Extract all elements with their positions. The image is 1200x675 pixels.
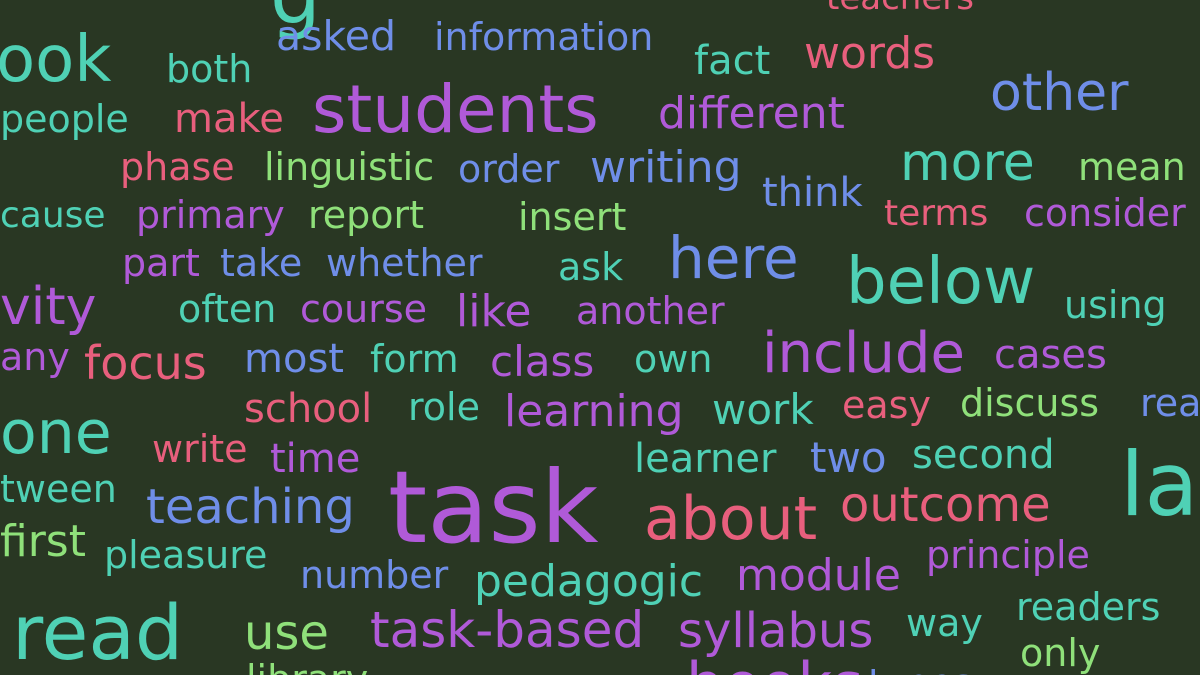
word-think: think <box>762 170 863 216</box>
word-asked: asked <box>276 12 397 60</box>
word-learner: learner <box>634 436 777 482</box>
word-rea: rea <box>1140 381 1200 425</box>
word-teachers: teachers <box>826 0 974 15</box>
word-take: take <box>220 241 303 285</box>
word-both: both <box>166 47 253 91</box>
word-ask: ask <box>558 245 624 289</box>
word-words: words <box>804 28 936 79</box>
word-task-based: task-based <box>370 601 645 659</box>
word-pedagogic: pedagogic <box>474 556 704 607</box>
word-time: time <box>270 436 361 482</box>
word-linguistic: linguistic <box>264 145 435 189</box>
word-syllabus: syllabus <box>678 603 874 659</box>
word-class: class <box>490 337 595 386</box>
word-often: often <box>178 287 277 331</box>
word-fact: fact <box>694 38 771 84</box>
word-readers: readers <box>1016 585 1161 629</box>
word-tween: tween <box>0 467 117 511</box>
word-pleasure: pleasure <box>104 533 268 577</box>
word-focus: focus <box>84 336 207 390</box>
word-cause: cause <box>0 195 106 236</box>
word-make: make <box>174 96 284 142</box>
word-like: like <box>456 286 532 337</box>
word-order: order <box>458 147 560 191</box>
word-way: way <box>906 601 983 645</box>
word-primary: primary <box>136 193 285 237</box>
word-second: second <box>912 432 1055 478</box>
word-easy: easy <box>842 383 931 427</box>
word-course: course <box>300 287 428 331</box>
word-write: write <box>152 427 248 471</box>
word-more: more <box>900 133 1035 193</box>
word-role: role <box>408 385 480 429</box>
word-form: form <box>370 337 459 381</box>
word-consider: consider <box>1024 191 1186 235</box>
word-students: students <box>312 71 599 148</box>
word-g: g <box>270 0 321 36</box>
word-first: first <box>0 516 86 567</box>
word-most: most <box>244 336 344 382</box>
word-outcome: outcome <box>840 477 1051 533</box>
word-people: people <box>0 97 129 141</box>
word-work: work <box>712 385 814 434</box>
word-vity: vity <box>0 277 97 337</box>
word-using: using <box>1064 283 1167 327</box>
word-include: include <box>762 321 965 386</box>
word-teaching: teaching <box>146 479 355 535</box>
word-types: types <box>868 664 973 675</box>
word-insert: insert <box>518 195 627 239</box>
word-part: part <box>122 241 200 285</box>
word-here: here <box>668 224 799 292</box>
word-only: only <box>1020 631 1101 675</box>
word-books: books <box>686 655 864 675</box>
word-learning: learning <box>504 386 684 437</box>
word-use: use <box>244 605 329 661</box>
word-module: module <box>736 550 901 601</box>
word-number: number <box>300 553 449 597</box>
word-any: any <box>0 335 70 379</box>
word-different: different <box>658 88 845 139</box>
word-ook: ook <box>0 23 112 97</box>
word-discuss: discuss <box>960 381 1100 425</box>
word-about: about <box>644 484 818 554</box>
word-la: la <box>1120 433 1199 536</box>
word-below: below <box>846 245 1036 319</box>
word-own: own <box>634 337 713 381</box>
word-cases: cases <box>994 332 1107 378</box>
word-one: one <box>0 398 112 468</box>
word-whether: whether <box>326 241 483 285</box>
word-report: report <box>308 193 425 237</box>
word-principle: principle <box>926 533 1090 577</box>
word-school: school <box>244 386 373 432</box>
word-task: task <box>388 449 599 566</box>
word-phase: phase <box>120 145 235 189</box>
word-another: another <box>576 289 725 333</box>
word-mean: mean <box>1078 145 1186 189</box>
word-two: two <box>810 433 887 482</box>
word-writing: writing <box>590 142 742 193</box>
word-terms: terms <box>884 193 989 234</box>
word-library: library <box>246 660 368 675</box>
word-information: information <box>434 15 654 59</box>
word-read: read <box>12 588 184 675</box>
word-other: other <box>990 63 1129 123</box>
